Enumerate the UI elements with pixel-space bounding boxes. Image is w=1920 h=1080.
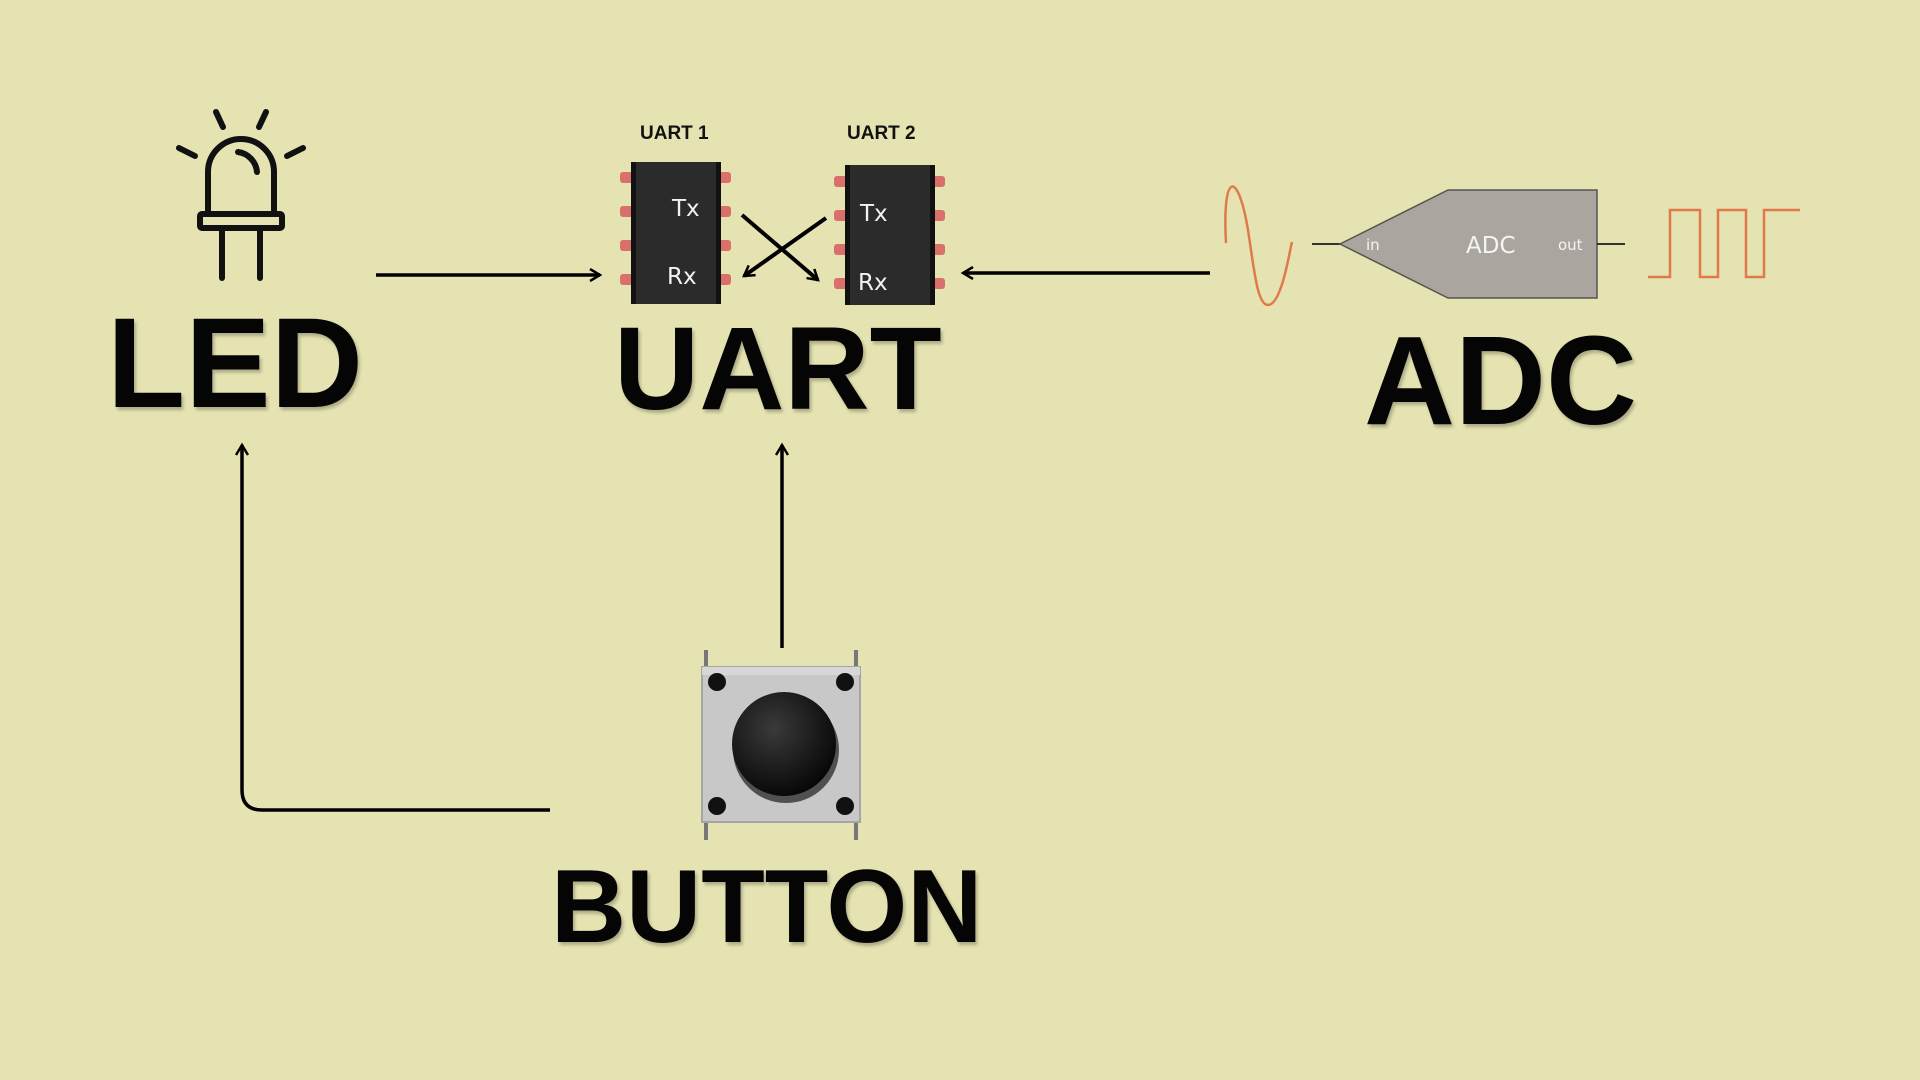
adc-in-label: in [1366, 236, 1380, 254]
tx2-to-rx1-arrow [744, 216, 828, 278]
uart-1-title: UART 1 [640, 123, 709, 144]
button-to-led-arrow [242, 445, 550, 812]
uart-1-rx-label: Rx [667, 264, 697, 290]
uart-2-title: UART 2 [847, 123, 916, 144]
uart-chip-1-icon: Tx Rx [620, 162, 731, 304]
led-label: LED [107, 292, 363, 435]
adc-symbol-icon: in ADC out [1312, 189, 1625, 299]
button-label: BUTTON [551, 849, 983, 965]
adc-label: ADC [1364, 310, 1637, 451]
tx1-to-rx2-arrow [740, 213, 818, 280]
sine-wave-icon [1224, 185, 1294, 307]
uart-1-tx-label: Tx [671, 196, 700, 222]
uart-label: UART [614, 303, 942, 435]
uart-2-tx-label: Tx [859, 201, 888, 227]
led-icon [176, 109, 306, 281]
uart-2-rx-label: Rx [858, 270, 888, 296]
adc-out-label: out [1558, 236, 1583, 254]
adc-block-label: ADC [1466, 233, 1516, 259]
square-wave-icon [1648, 208, 1800, 279]
uart-chip-2-icon: Tx Rx [834, 165, 945, 305]
push-button-icon [701, 650, 861, 840]
